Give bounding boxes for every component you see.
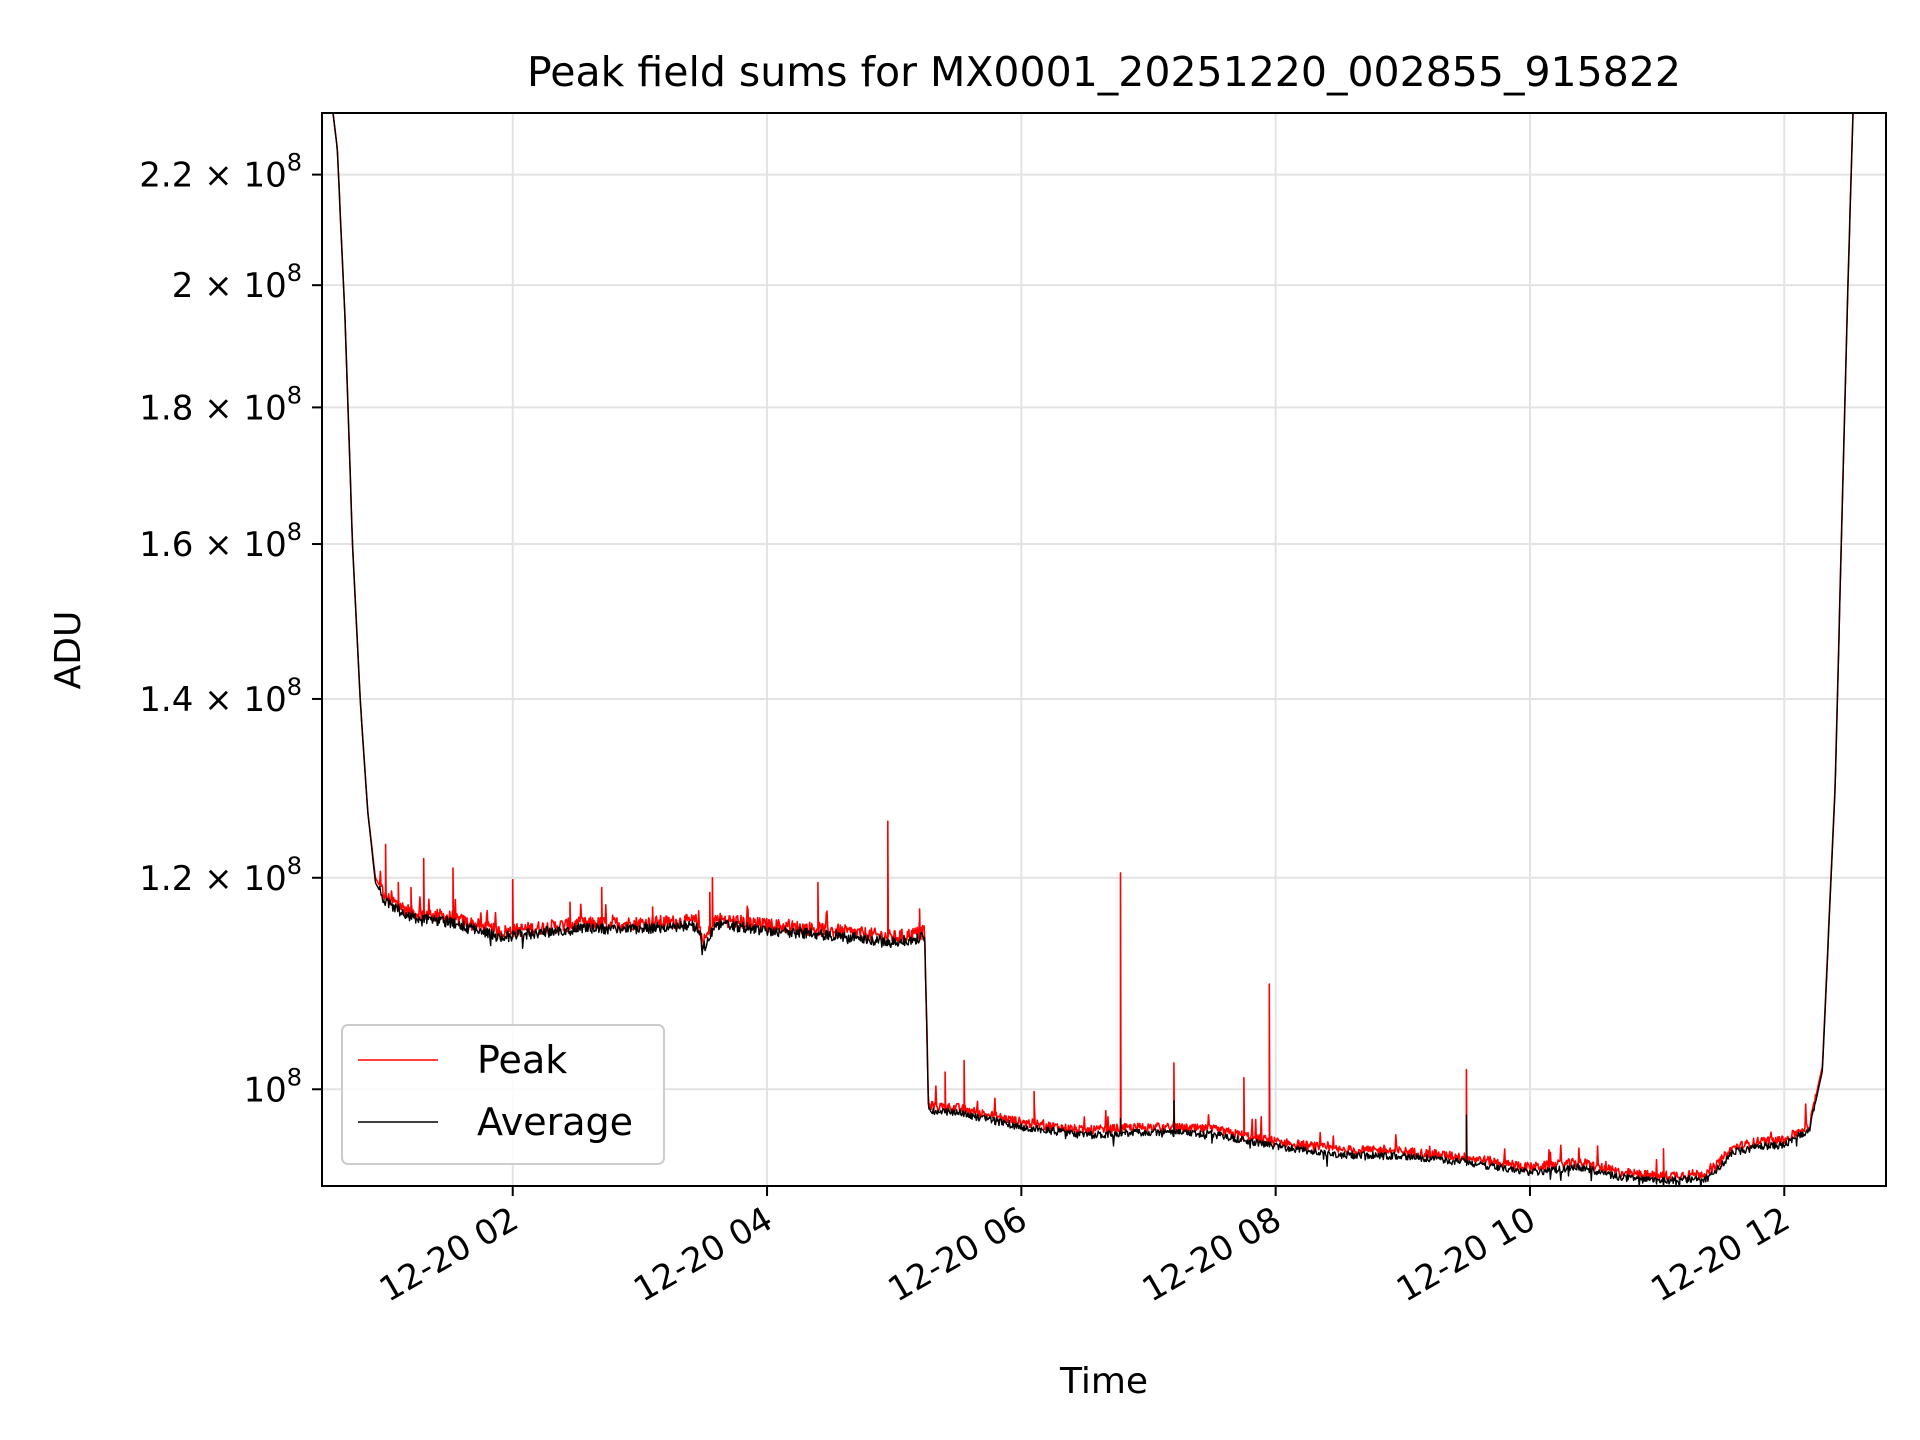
- legend-label-average: Average: [477, 1100, 633, 1144]
- y-tick-label: 1.8 × 108: [139, 381, 302, 428]
- x-axis-label: Time: [1059, 1361, 1148, 1402]
- y-tick-label: 1.6 × 108: [139, 518, 302, 565]
- y-tick-label: 1.2 × 108: [139, 852, 302, 899]
- chart-title: Peak field sums for MX0001_20251220_0028…: [527, 48, 1681, 96]
- series-line-peak: [332, 113, 1854, 1181]
- legend-label-peak: Peak: [477, 1038, 567, 1082]
- grid: [322, 113, 1886, 1186]
- y-axis-label: ADU: [48, 611, 89, 690]
- legend: Peak Average: [341, 1024, 665, 1165]
- y-axis: 108 1.2 × 108 1.4 × 108 1.6 × 108 1.8 × 108 2…: [139, 149, 322, 1110]
- series-layer: [332, 113, 1854, 1186]
- plot-frame: [321, 112, 1887, 1187]
- y-tick-label: 2.2 × 108: [139, 149, 302, 196]
- series-line-average: [332, 113, 1854, 1186]
- y-tick-label: 2 × 108: [172, 259, 302, 306]
- y-tick-label: 1.4 × 108: [139, 673, 302, 720]
- y-tick-label: 108: [243, 1063, 302, 1110]
